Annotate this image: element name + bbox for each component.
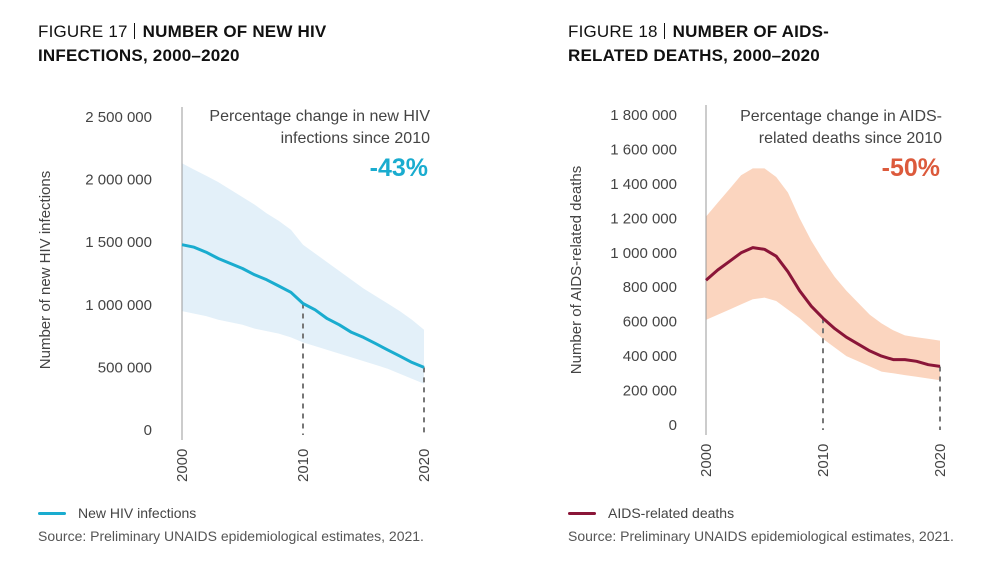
y-tick-label: 2 000 000 <box>85 172 152 189</box>
title-separator <box>663 23 665 39</box>
legend-label: New HIV infections <box>78 505 197 521</box>
y-tick-label: 1 000 000 <box>610 245 677 262</box>
legend-aids-related-deaths: AIDS-related deaths <box>568 505 734 521</box>
title-line-1: NUMBER OF AIDS- <box>672 22 829 41</box>
figure-18-title: FIGURE 18 NUMBER OF AIDS- RELATED DEATHS,… <box>568 20 898 68</box>
y-tick-label: 1 600 000 <box>610 141 677 158</box>
title-line-2: INFECTIONS, 2000–2020 <box>38 46 240 65</box>
x-tick-label: 2010 <box>295 449 312 482</box>
annotation-text: related deaths since 2010 <box>759 130 942 147</box>
title-separator <box>133 23 135 39</box>
y-tick-label: 800 000 <box>623 279 677 296</box>
x-tick-label: 2010 <box>815 444 832 477</box>
annotation-text: Percentage change in AIDS- <box>740 108 942 125</box>
x-tick-label: 2000 <box>174 449 191 482</box>
legend-label: AIDS-related deaths <box>608 505 735 521</box>
y-tick-label: 200 000 <box>623 383 677 400</box>
source-note: Source: Preliminary UNAIDS epidemiologic… <box>38 528 424 544</box>
x-tick-label: 2020 <box>932 444 949 477</box>
legend-swatch <box>568 511 596 515</box>
y-tick-label: 600 000 <box>623 314 677 331</box>
uncertainty-band <box>182 163 424 384</box>
y-tick-label: 2 500 000 <box>85 109 152 126</box>
y-tick-label: 0 <box>144 422 152 439</box>
series-line <box>705 246 941 368</box>
y-tick-label: 1 800 000 <box>610 107 677 124</box>
y-tick-label: 0 <box>669 417 677 434</box>
annotation-text: infections since 2010 <box>281 130 431 147</box>
y-axis-label: Number of AIDS-related deaths <box>568 166 585 374</box>
series-line <box>181 243 425 369</box>
legend-swatch <box>38 511 66 515</box>
source-note: Source: Preliminary UNAIDS epidemiologic… <box>568 528 954 544</box>
figure-17-title: FIGURE 17 NUMBER OF NEW HIV INFECTIONS, 2… <box>38 20 398 68</box>
legend-new-hiv-infections: New HIV infections <box>38 505 196 521</box>
y-tick-label: 500 000 <box>98 359 152 376</box>
y-tick-label: 1 200 000 <box>610 210 677 227</box>
y-tick-label: 400 000 <box>623 348 677 365</box>
percentage-change-value: -50% <box>882 154 940 182</box>
percentage-change-value: -43% <box>370 154 428 182</box>
title-line-1: NUMBER OF NEW HIV <box>142 22 327 41</box>
figure-number: FIGURE 18 <box>568 22 658 41</box>
x-tick-label: 2020 <box>416 449 433 482</box>
title-line-2: RELATED DEATHS, 2000–2020 <box>568 46 820 65</box>
uncertainty-band <box>706 168 940 381</box>
y-tick-label: 1 000 000 <box>85 297 152 314</box>
y-tick-label: 1 500 000 <box>85 234 152 251</box>
y-axis-label: Number of new HIV infections <box>37 171 54 369</box>
figure-number: FIGURE 17 <box>38 22 128 41</box>
aids-related-deaths-chart: 0 200 000 400 000 600 000 800 000 1 000 000 1 … <box>568 105 949 477</box>
new-hiv-infections-chart: 0 500 000 1 000 000 1 500 000 2 000 000 2 500… <box>37 107 433 482</box>
y-tick-label: 1 400 000 <box>610 176 677 193</box>
annotation-text: Percentage change in new HIV <box>209 108 430 125</box>
x-tick-label: 2000 <box>698 444 715 477</box>
